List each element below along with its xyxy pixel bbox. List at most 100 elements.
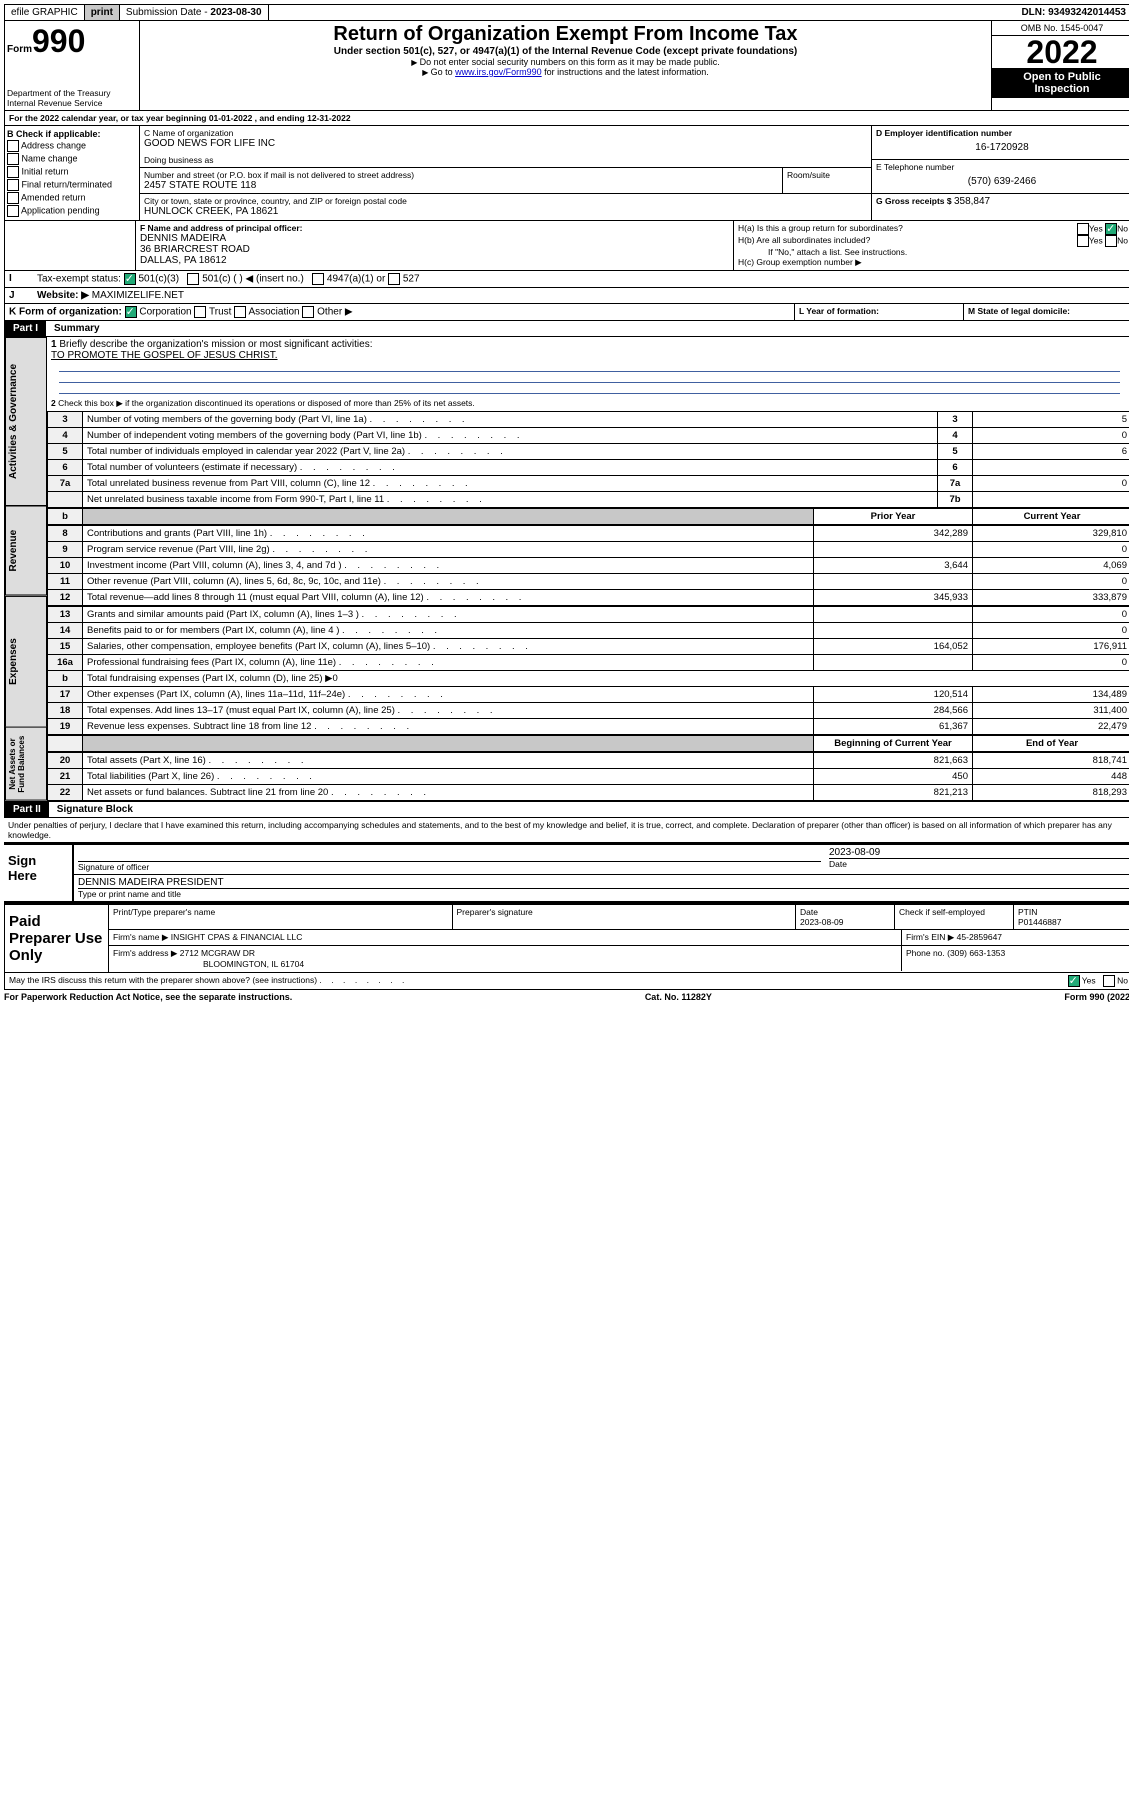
col-prior: Prior Year (814, 509, 973, 525)
cb-other[interactable] (302, 306, 314, 318)
gross-label: G Gross receipts $ (876, 196, 954, 206)
part2-title: Signature Block (49, 802, 141, 817)
efile-label: efile GRAPHIC (5, 5, 85, 20)
table-row: 5Total number of individuals employed in… (48, 444, 1129, 460)
topbar: efile GRAPHIC print Submission Date - 20… (4, 4, 1129, 21)
print-button[interactable]: print (85, 5, 120, 20)
col-end: End of Year (973, 736, 1129, 752)
table-row: 20Total assets (Part X, line 16)821,6638… (48, 753, 1129, 769)
sig-officer-label: Signature of officer (78, 861, 821, 872)
ha-yesno[interactable]: Yes No (1077, 223, 1128, 235)
cb-501c3[interactable] (124, 273, 136, 285)
table-row: 7aTotal unrelated business revenue from … (48, 476, 1129, 492)
tax-year: 2022 (992, 36, 1129, 68)
line-klm: K Form of organization: Corporation Trus… (4, 304, 1129, 321)
dln: DLN: 93493242014453 (1015, 5, 1129, 20)
table-row: 14Benefits paid to or for members (Part … (48, 623, 1129, 639)
footer-mid: Cat. No. 11282Y (645, 992, 712, 1002)
part2-hdr: Part II (5, 802, 49, 817)
cb-527[interactable] (388, 273, 400, 285)
form990-link[interactable]: www.irs.gov/Form990 (455, 67, 542, 77)
cb-4947[interactable] (312, 273, 324, 285)
submission-date: Submission Date - 2023-08-30 (120, 5, 269, 20)
table-row: 18Total expenses. Add lines 13–17 (must … (48, 703, 1129, 719)
hc-label: H(c) Group exemption number ▶ (738, 257, 1128, 268)
cb-name-change[interactable]: Name change (7, 153, 137, 165)
pp-name-label: Print/Type preparer's name (109, 905, 453, 929)
city-label: City or town, state or province, country… (144, 196, 867, 206)
paid-preparer-block: Paid Preparer Use Only Print/Type prepar… (4, 904, 1129, 973)
table-row: bTotal fundraising expenses (Part IX, co… (48, 671, 1129, 687)
may-discuss: May the IRS discuss this return with the… (4, 973, 1129, 990)
cb-address-change[interactable]: Address change (7, 140, 137, 152)
firm-ein: Firm's EIN ▶ 45-2859647 (902, 930, 1129, 945)
city: HUNLOCK CREEK, PA 18621 (144, 206, 867, 217)
cb-final-return[interactable]: Final return/terminated (7, 179, 137, 191)
may-discuss-text: May the IRS discuss this return with the… (9, 975, 1068, 987)
block-g: G Gross receipts $ 358,847 (872, 194, 1129, 209)
tbl-exp: 13Grants and similar amounts paid (Part … (47, 606, 1129, 735)
block-bcde: B Check if applicable: Address change Na… (4, 126, 1129, 221)
part1-content: 1 Briefly describe the organization's mi… (47, 337, 1129, 801)
cb-corp[interactable] (125, 306, 137, 318)
addr: 2457 STATE ROUTE 118 (144, 180, 778, 191)
line1-val: TO PROMOTE THE GOSPEL OF JESUS CHRIST. (51, 350, 278, 361)
table-row: Net unrelated business taxable income fr… (48, 492, 1129, 508)
table-row: 11Other revenue (Part VIII, column (A), … (48, 574, 1129, 590)
cb-assoc[interactable] (234, 306, 246, 318)
table-row: 19Revenue less expenses. Subtract line 1… (48, 719, 1129, 735)
vtab-netassets: Net Assets or Fund Balances (5, 727, 47, 801)
col-beg: Beginning of Current Year (814, 736, 973, 752)
website-label: Website: ▶ (37, 290, 89, 301)
org-name: GOOD NEWS FOR LIFE INC (144, 138, 867, 149)
may-yesno[interactable]: Yes No (1068, 975, 1128, 987)
cb-amended[interactable]: Amended return (7, 192, 137, 204)
cb-app-pending[interactable]: Application pending (7, 205, 137, 217)
hb-note: If "No," attach a list. See instructions… (738, 247, 1128, 257)
block-b: B Check if applicable: Address change Na… (5, 126, 140, 220)
dba-label: Doing business as (144, 155, 867, 165)
spacer (269, 11, 1016, 15)
gross-val: 358,847 (954, 196, 990, 207)
cb-initial-return[interactable]: Initial return (7, 166, 137, 178)
block-b-label: B Check if applicable: (7, 129, 137, 139)
block-h: H(a) Is this a group return for subordin… (733, 221, 1129, 270)
block-f-spacer (5, 221, 136, 270)
firm-addr: Firm's address ▶ 2712 MCGRAW DR BLOOMING… (109, 946, 902, 971)
phone: (570) 639-2466 (876, 172, 1128, 191)
line-l: L Year of formation: (794, 304, 963, 320)
room-label: Room/suite (782, 168, 871, 193)
table-row: 17Other expenses (Part IX, column (A), l… (48, 687, 1129, 703)
cb-trust[interactable] (194, 306, 206, 318)
form-sub2: Do not enter social security numbers on … (142, 57, 989, 67)
block-deg: D Employer identification number 16-1720… (871, 126, 1129, 220)
officer-addr2: DALLAS, PA 18612 (140, 255, 729, 266)
officer-name: DENNIS MADEIRA (140, 233, 729, 244)
block-d: D Employer identification number 16-1720… (872, 126, 1129, 160)
table-row: 8Contributions and grants (Part VIII, li… (48, 526, 1129, 542)
tax-status-label: Tax-exempt status: (37, 274, 121, 285)
form-org-label: K Form of organization: (9, 307, 122, 318)
part1-title: Summary (46, 321, 108, 336)
part1-header: Part I Summary (4, 321, 1129, 337)
line-a: For the 2022 calendar year, or tax year … (4, 111, 1129, 126)
part1-body: Activities & Governance Revenue Expenses… (4, 337, 1129, 802)
dept: Department of the Treasury (7, 88, 137, 98)
table-row: 6Total number of volunteers (estimate if… (48, 460, 1129, 476)
part2-header: Part II Signature Block (4, 802, 1129, 818)
ein: 16-1720928 (876, 138, 1128, 157)
line-m: M State of legal domicile: (963, 304, 1129, 320)
hdr-mid: Return of Organization Exempt From Incom… (140, 21, 991, 110)
sig-name-label: Type or print name and title (78, 888, 1129, 899)
cb-501c[interactable] (187, 273, 199, 285)
line-i-letter: I (5, 271, 33, 287)
addr-label: Number and street (or P.O. box if mail i… (144, 170, 778, 180)
block-fh: F Name and address of principal officer:… (4, 221, 1129, 271)
website-val: MAXIMIZELIFE.NET (92, 290, 184, 301)
lines-rev: bPrior YearCurrent Year (47, 508, 1129, 525)
col-curr: Current Year (973, 509, 1129, 525)
line1: 1 Briefly describe the organization's mi… (47, 337, 1129, 396)
vtab-expenses: Expenses (5, 596, 47, 728)
hb-yesno[interactable]: Yes No (1077, 235, 1128, 247)
pp-self[interactable]: Check if self-employed (895, 905, 1014, 929)
